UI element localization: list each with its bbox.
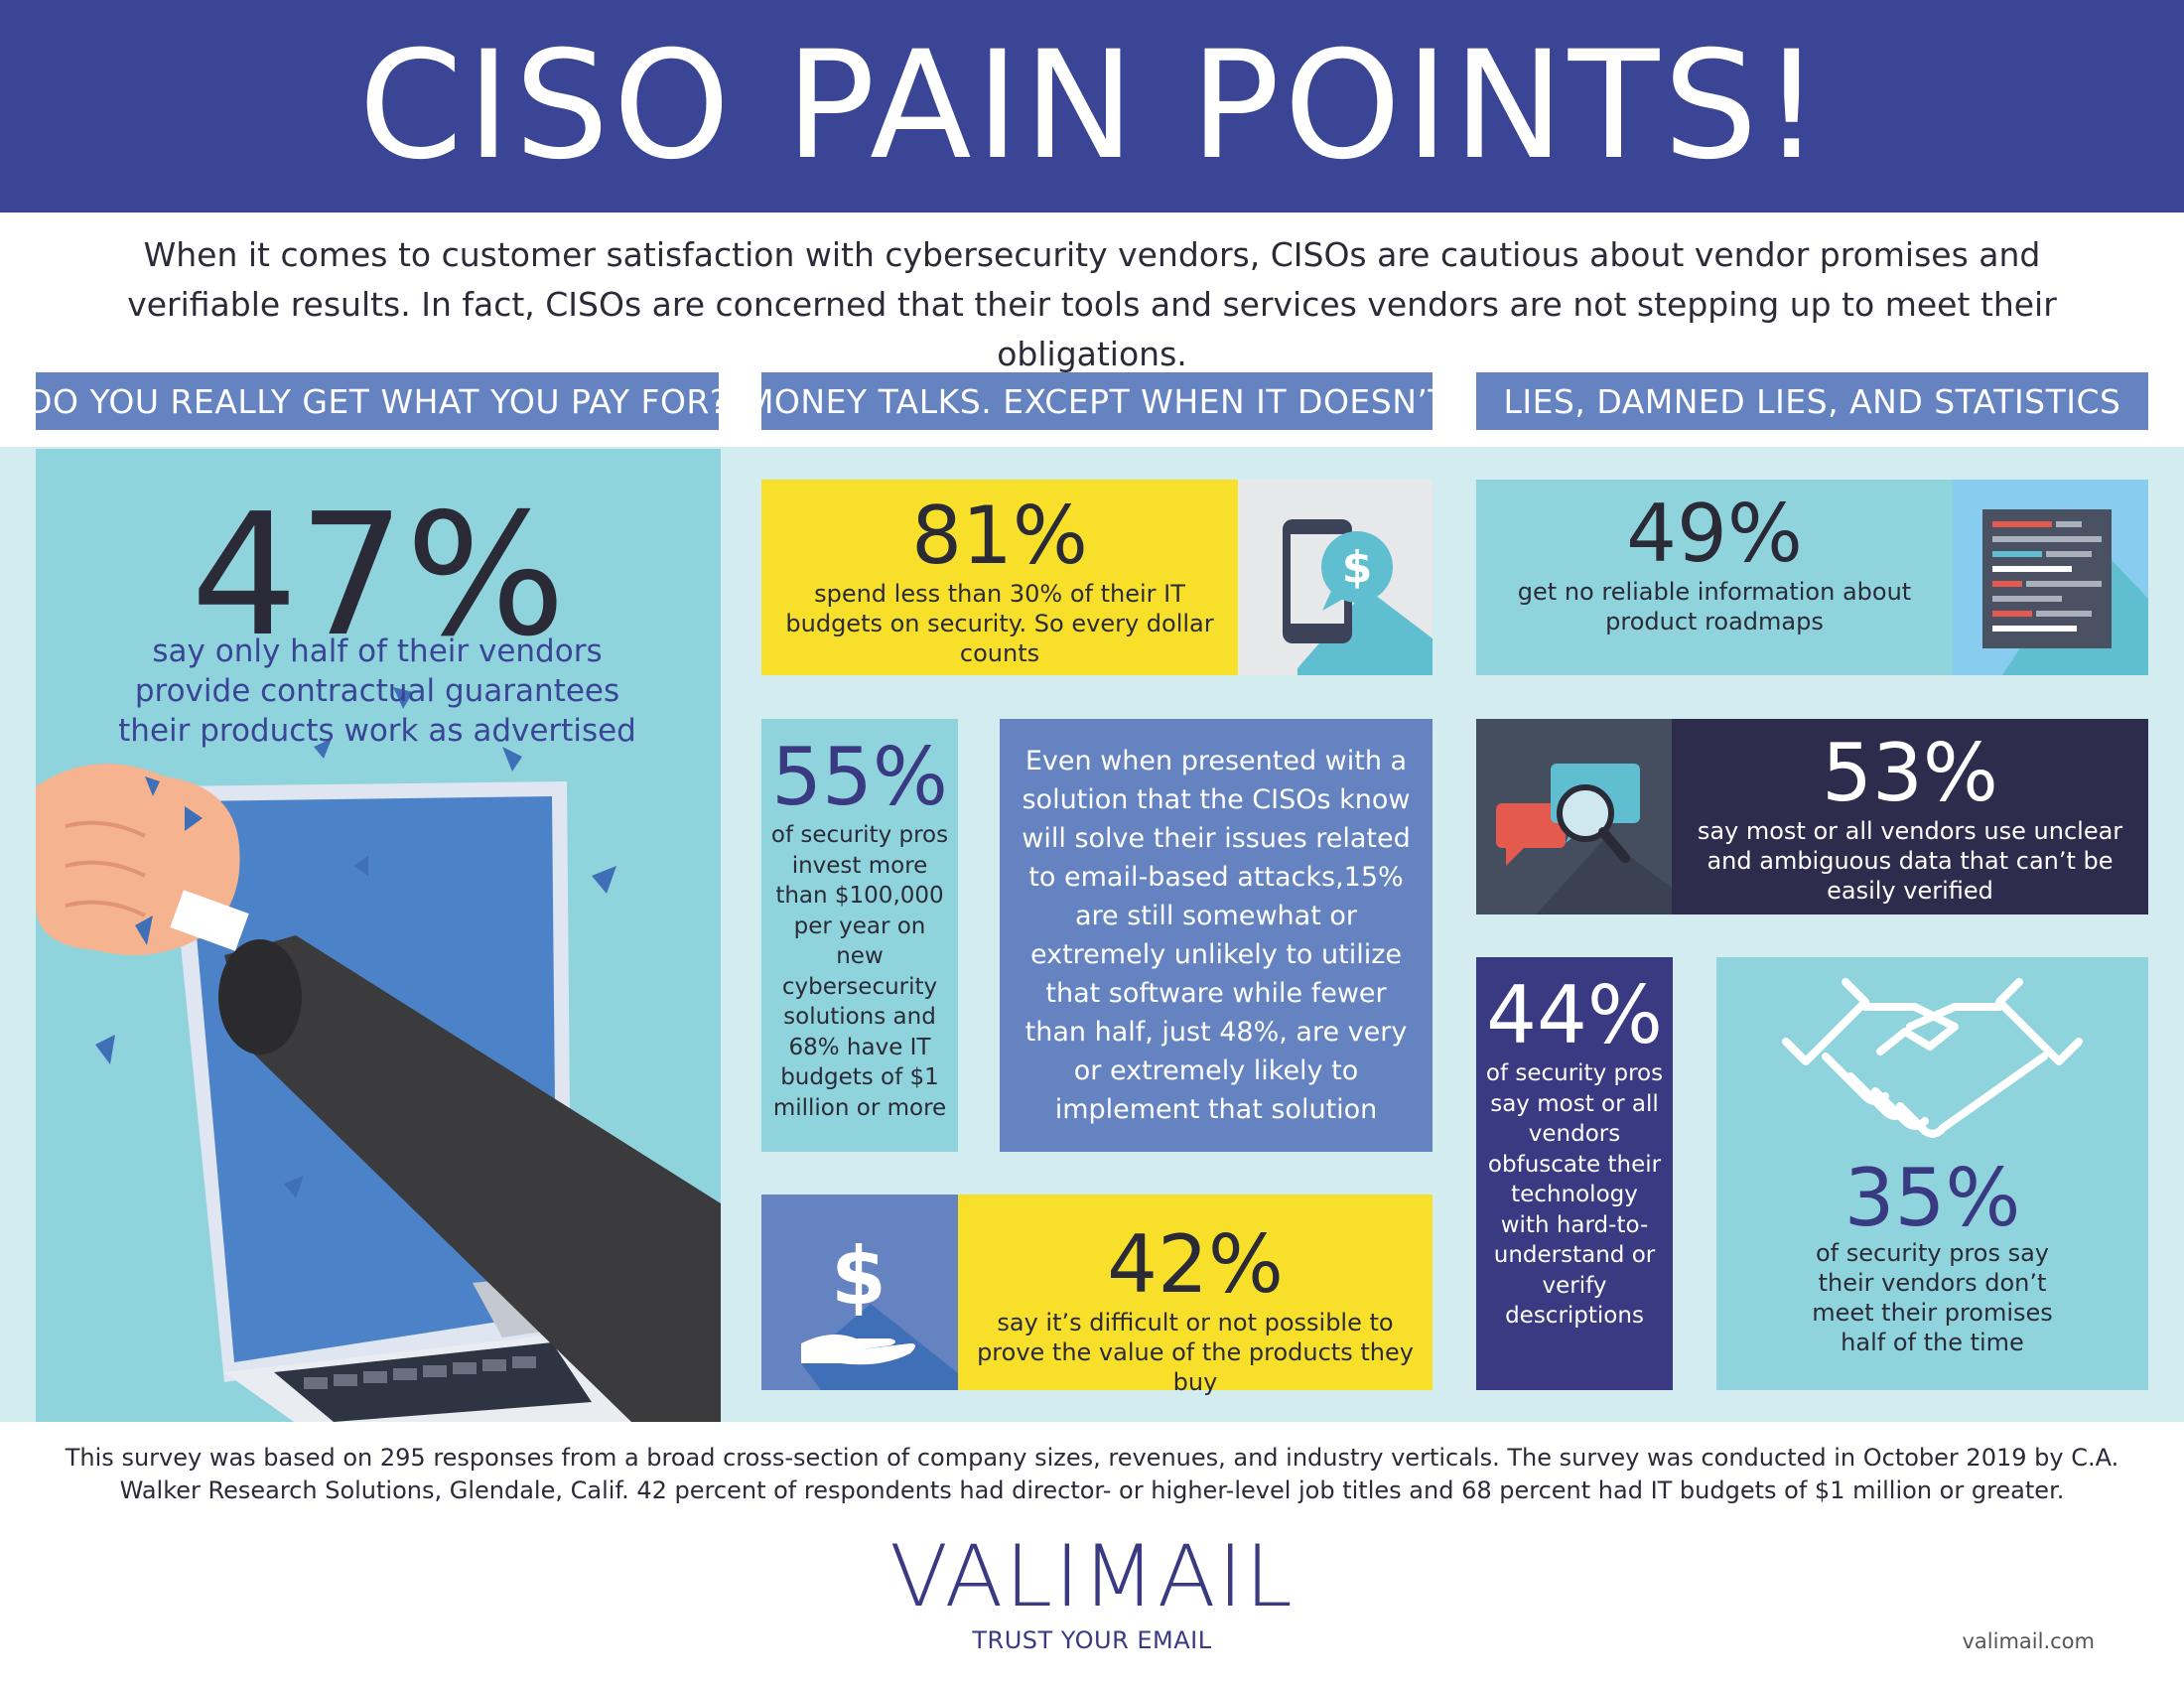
- dollar-sign: $: [831, 1230, 887, 1323]
- title-banner: CISO PAIN POINTS!: [0, 0, 2184, 212]
- stat-value: 53%: [1822, 727, 1998, 819]
- stat-description: Even when presented with a solution that…: [1022, 746, 1411, 1125]
- chat-magnify-icon: [1476, 719, 1672, 914]
- stat-description: of security pros invest more than $100,0…: [770, 822, 949, 1121]
- intro-text: When it comes to customer satisfaction w…: [127, 235, 2057, 373]
- phone-dollar-icon: $: [1238, 480, 1433, 675]
- card-42: 42% say it’s difficult or not possible t…: [958, 1195, 1433, 1396]
- fist-through-laptop-illustration: [36, 687, 721, 1422]
- page-title: CISO PAIN POINTS!: [358, 20, 1826, 193]
- stat-value: 49%: [1626, 488, 1803, 580]
- logo-tagline: TRUST YOUR EMAIL: [972, 1626, 1212, 1654]
- stat-description: of security pros say most or all vendors…: [1485, 1060, 1664, 1329]
- valimail-logo: VALIMAIL: [889, 1527, 1295, 1626]
- stat-description: say it’s difficult or not possible to pr…: [977, 1309, 1414, 1396]
- card-44: 44% of security pros say most or all ven…: [1476, 957, 1673, 1390]
- dollar-sign: $: [1342, 542, 1373, 593]
- card-email-solution: Even when presented with a solution that…: [1000, 719, 1433, 1152]
- stat-value: 47%: [191, 478, 566, 674]
- stat-value: 35%: [1843, 1152, 2021, 1244]
- column-heading-pay: DO YOU REALLY GET WHAT YOU PAY FOR?: [27, 372, 727, 430]
- card-81: 81% spend less than 30% of their IT budg…: [761, 480, 1238, 675]
- hand-dollar-icon: $: [761, 1195, 958, 1390]
- stat-description: say most or all vendors use unclear and …: [1697, 817, 2123, 905]
- column-heading-money: MONEY TALKS. EXCEPT WHEN IT DOESN’T: [746, 372, 1448, 430]
- panel-47: [36, 449, 721, 1422]
- stat-description: say only half of their vendors provide c…: [118, 633, 636, 749]
- card-49: 49% get no reliable information about pr…: [1476, 480, 1953, 675]
- card-35: 35% of security pros say their vendors d…: [1716, 957, 2148, 1390]
- handshake-icon: [1782, 978, 2083, 1138]
- stat-value: 81%: [911, 490, 1088, 582]
- stat-value: 44%: [1486, 969, 1663, 1061]
- code-document-icon: [1953, 480, 2148, 675]
- card-53: 53% say most or all vendors use unclear …: [1672, 719, 2148, 914]
- stat-value: 42%: [1107, 1218, 1284, 1311]
- stat-value: 55%: [771, 731, 948, 823]
- card-55: 55% of security pros invest more than $1…: [761, 719, 958, 1152]
- website-link[interactable]: valimail.com: [1962, 1629, 2096, 1653]
- stat-description: spend less than 30% of their IT budgets …: [785, 580, 1214, 667]
- survey-footnote: This survey was based on 295 responses f…: [65, 1444, 2119, 1504]
- column-heading-statistics: LIES, DAMNED LIES, AND STATISTICS: [1476, 372, 2148, 430]
- stat-description: of security pros say their vendors don’t…: [1812, 1239, 2053, 1356]
- stat-description: get no reliable information about produc…: [1517, 578, 1912, 635]
